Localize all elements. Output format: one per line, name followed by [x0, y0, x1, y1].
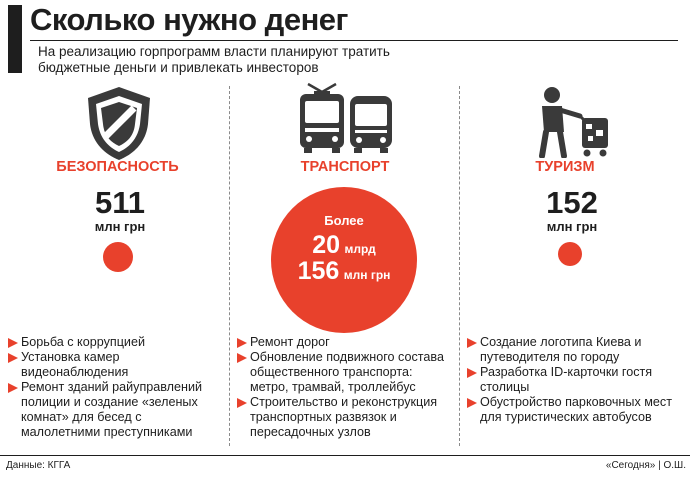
list-tourism: Создание логотипа Киева и путеводителя п… [467, 335, 685, 425]
amount-circle-transport: Более 20 млрд 156 млн грн [271, 187, 417, 333]
source-note: Данные: КГГА [6, 460, 71, 471]
list-security: Борьба с коррупцией Установка камер виде… [8, 335, 223, 440]
bullet-triangle-icon [467, 368, 477, 378]
page-title: Сколько нужно денег [30, 2, 348, 37]
title-underline [30, 40, 678, 41]
list-item: Борьба с коррупцией [8, 335, 223, 350]
credit-note: «Сегодня» | О.Ш. [605, 460, 686, 471]
list-item: Обустройство парковочных мест для турист… [467, 395, 685, 425]
list-item: Установка камер видеонаблюдения [8, 350, 223, 380]
category-label-transport: ТРАНСПОРТ [300, 159, 390, 175]
unit-tourism: млн грн [546, 219, 598, 234]
category-label-security: БЕЗОПАСНОСТЬ [56, 159, 179, 175]
amount-security: 511 [94, 185, 145, 220]
bullet-triangle-icon [237, 353, 247, 363]
list-item: Ремонт зданий райуправлений полиции и со… [8, 380, 223, 440]
bullet-triangle-icon [467, 338, 477, 348]
unit-security: млн грн [94, 219, 146, 234]
amount-prefix-transport: Более [324, 213, 364, 228]
list-transport: Ремонт дорог Обновление подвижного соста… [237, 335, 452, 440]
bullet-triangle-icon [8, 383, 18, 393]
bullet-triangle-icon [8, 338, 18, 348]
amount-tourism: 152 [546, 185, 598, 220]
amount-line1-transport: 20 млрд [312, 231, 376, 259]
footer-divider [0, 455, 690, 456]
column-divider-right [459, 86, 460, 446]
list-item: Обновление подвижного состава общественн… [237, 350, 452, 395]
tourist-luggage-icon [536, 86, 610, 159]
tram-bus-icon [296, 82, 396, 154]
bullet-triangle-icon [237, 398, 247, 408]
column-divider-left [229, 86, 230, 446]
list-item: Строительство и реконструкция транспортн… [237, 395, 452, 440]
page-subtitle: На реализацию горпрограмм власти планиру… [38, 44, 390, 75]
list-item: Создание логотипа Киева и путеводителя п… [467, 335, 685, 365]
title-accent-bar [8, 5, 22, 73]
bullet-triangle-icon [467, 398, 477, 408]
list-item: Ремонт дорог [237, 335, 452, 350]
amount-line2-transport: 156 млн грн [297, 257, 391, 285]
amount-dot-security [103, 242, 133, 272]
amount-dot-tourism [558, 242, 582, 266]
bullet-triangle-icon [8, 353, 18, 363]
category-label-tourism: ТУРИЗМ [535, 159, 595, 175]
list-item: Разработка ID-карточки гостя столицы [467, 365, 685, 395]
shield-icon [84, 84, 154, 162]
bullet-triangle-icon [237, 338, 247, 348]
